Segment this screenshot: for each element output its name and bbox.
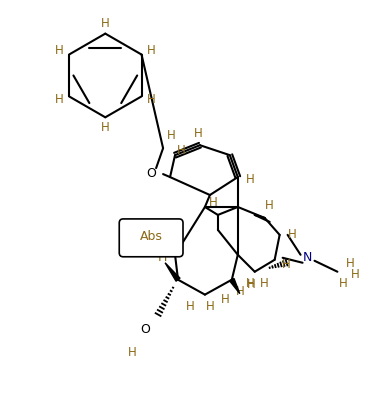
Text: H: H <box>339 277 348 290</box>
Text: H: H <box>101 17 110 30</box>
Text: H: H <box>235 285 244 298</box>
Text: H: H <box>245 277 254 290</box>
Text: H: H <box>158 251 167 264</box>
Text: H: H <box>147 44 156 57</box>
Text: H: H <box>128 346 137 359</box>
Polygon shape <box>165 263 180 281</box>
Text: H: H <box>147 93 156 106</box>
Text: H: H <box>220 293 229 306</box>
Text: O: O <box>146 167 156 180</box>
Text: H: H <box>245 173 254 186</box>
Text: H: H <box>101 121 110 134</box>
Text: H: H <box>55 44 63 57</box>
Text: N: N <box>303 251 312 264</box>
Text: H: H <box>351 268 360 281</box>
Text: H: H <box>265 199 274 213</box>
Text: H: H <box>177 144 185 157</box>
Text: H: H <box>208 196 217 209</box>
Polygon shape <box>230 278 240 293</box>
Text: H: H <box>55 93 63 106</box>
Text: H: H <box>260 277 269 290</box>
Text: Abs: Abs <box>140 230 163 243</box>
Text: H: H <box>247 278 256 291</box>
Text: H: H <box>194 127 202 140</box>
FancyBboxPatch shape <box>119 219 183 257</box>
Text: H: H <box>186 300 194 313</box>
Text: H: H <box>206 300 214 313</box>
Text: H: H <box>167 129 175 142</box>
Text: H: H <box>282 258 291 271</box>
Text: O: O <box>140 323 150 336</box>
Text: H: H <box>288 228 297 241</box>
Text: H: H <box>346 257 355 270</box>
